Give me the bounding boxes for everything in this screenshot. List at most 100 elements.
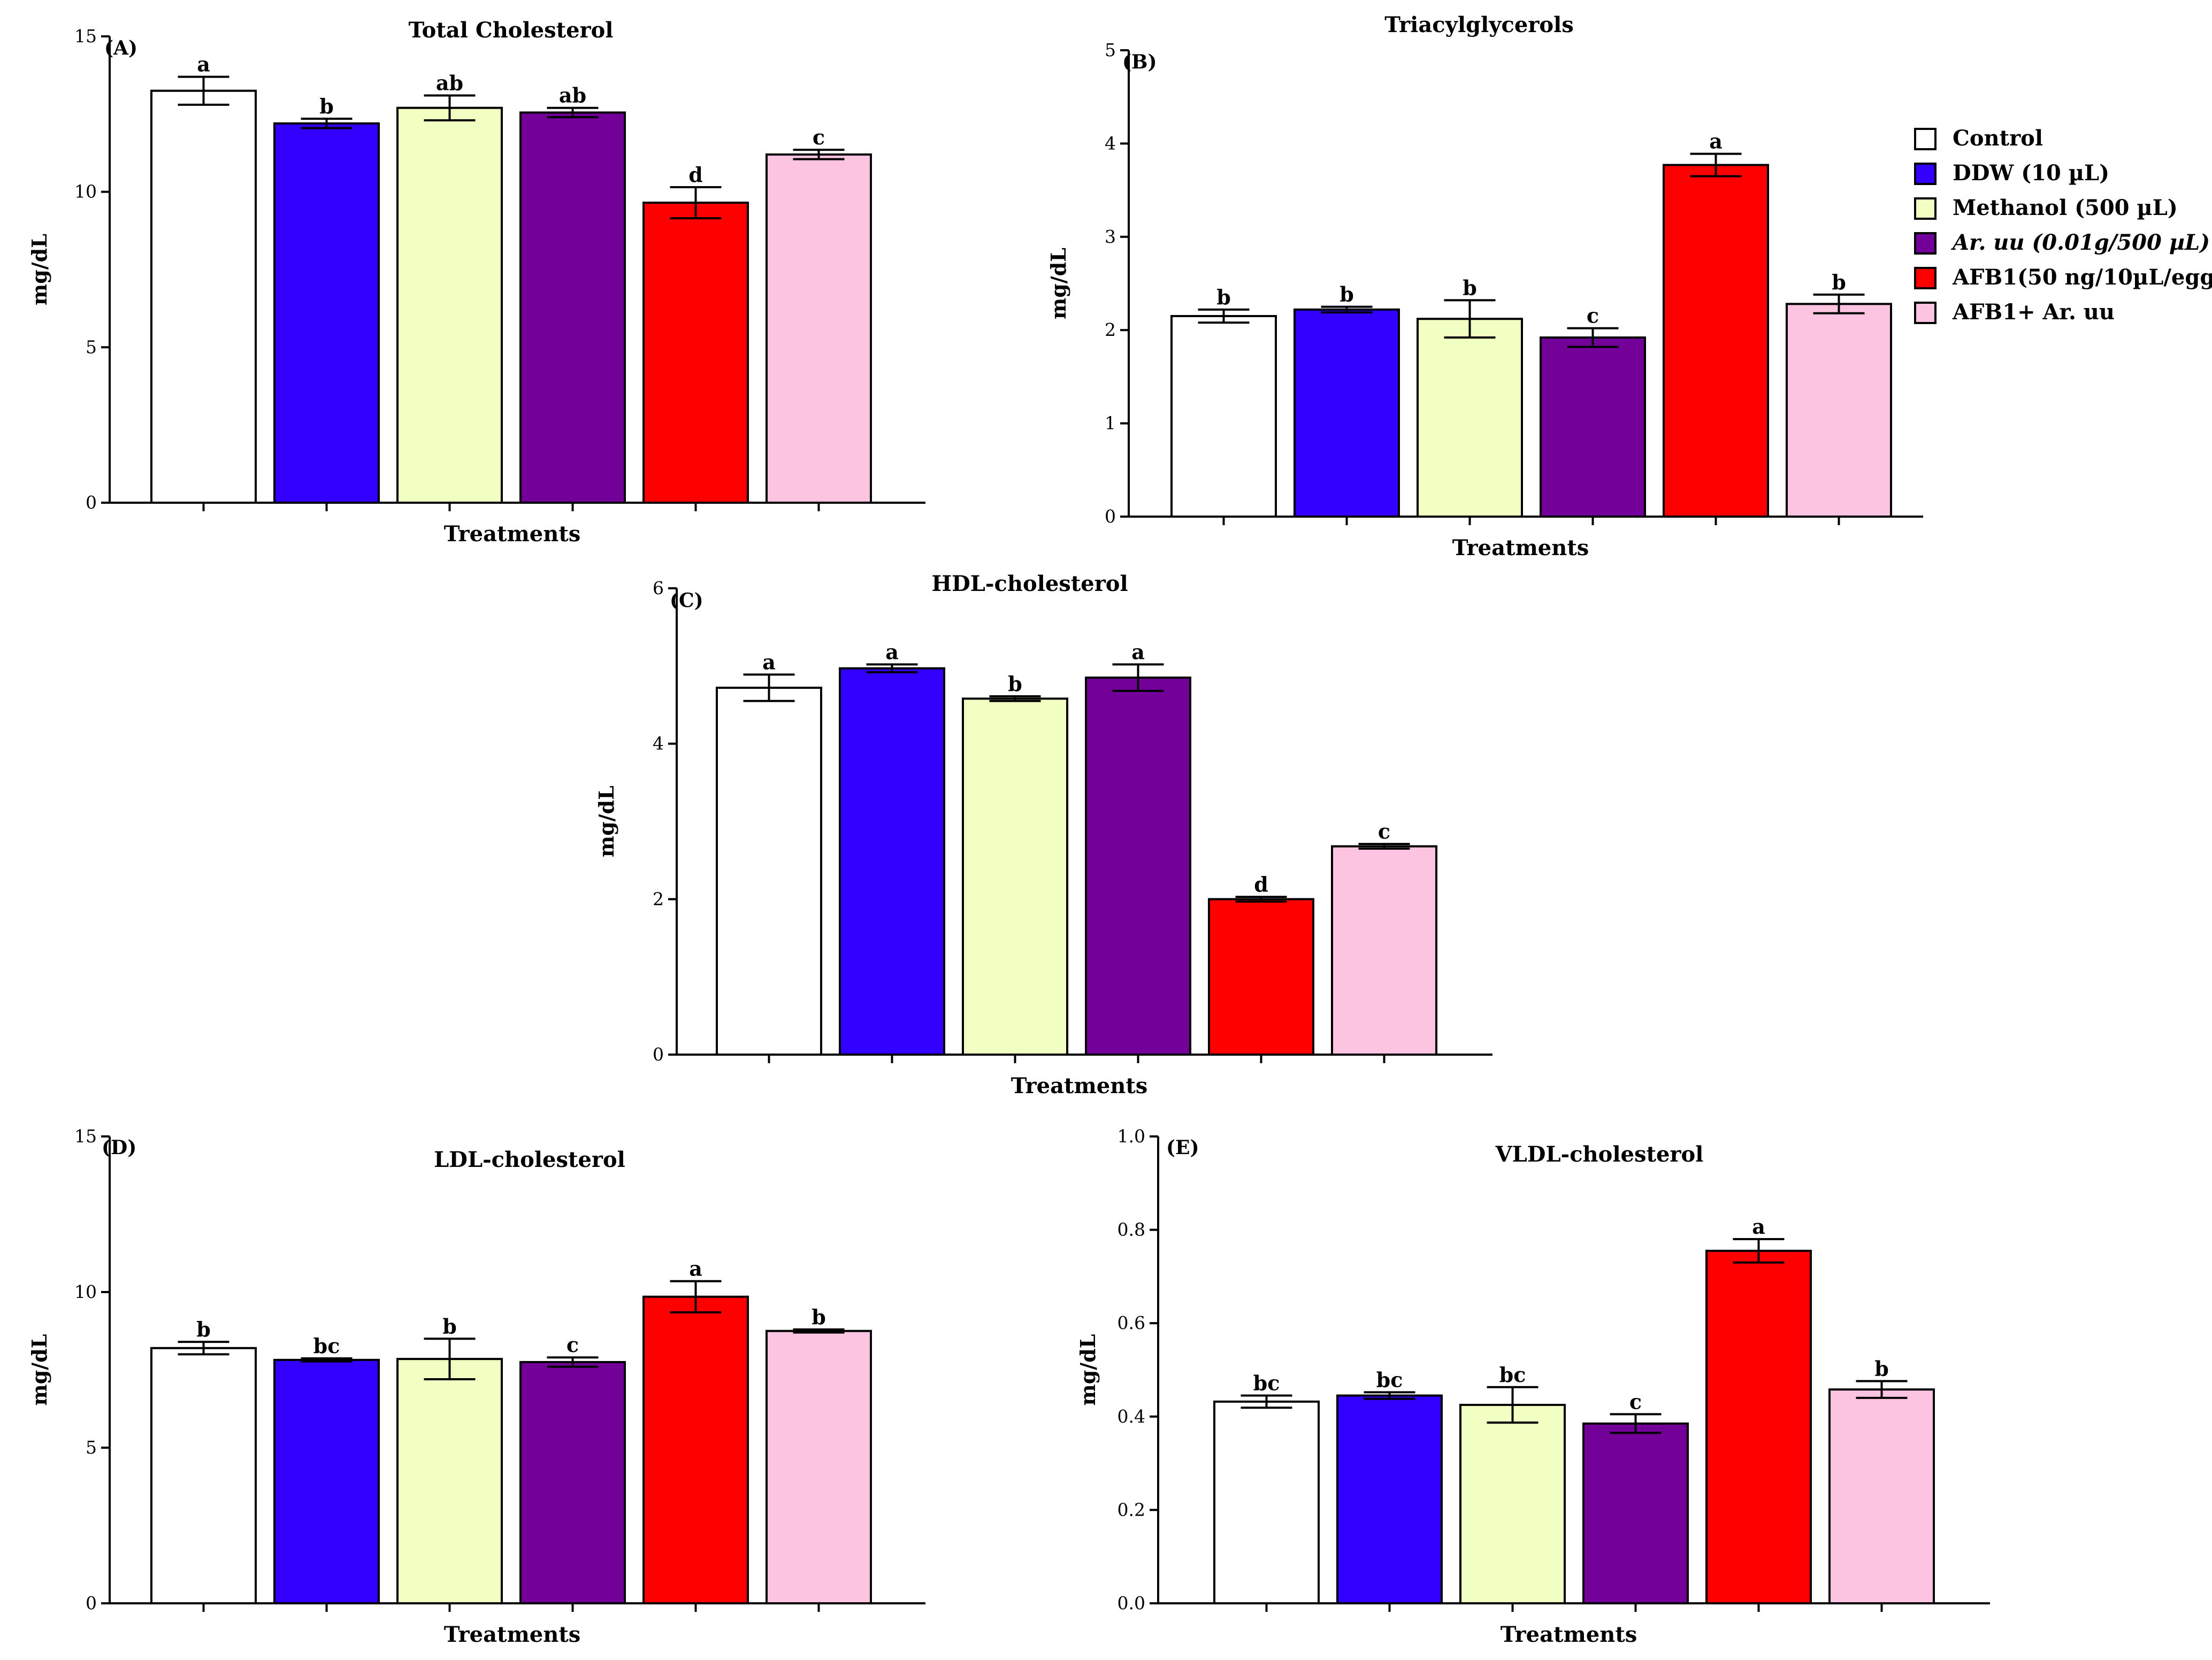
y-tick-label: 0 bbox=[653, 1044, 664, 1065]
significance-letter: d bbox=[688, 163, 703, 187]
bar bbox=[1085, 677, 1191, 1056]
significance-letter: a bbox=[197, 52, 210, 76]
y-tick-label: 0 bbox=[86, 1593, 97, 1613]
x-axis-label: Treatments bbox=[444, 1622, 581, 1647]
chart-panel-b: 0 1 2 3 4 5 b b b c a b Triacylglycerols (B) Treatment… bbox=[1046, 12, 1923, 560]
bar bbox=[642, 1295, 749, 1604]
significance-letter: b bbox=[1008, 672, 1022, 696]
y-tick-label: 4 bbox=[1105, 133, 1116, 153]
y-axis-label: mg/dL bbox=[27, 1334, 51, 1406]
legend-swatch bbox=[1914, 163, 1937, 185]
significance-letter: d bbox=[1254, 872, 1268, 896]
legend-label: AFB1+ Ar. uu bbox=[1952, 299, 2115, 325]
legend: Control DDW (10 µL) Methanol (500 µL) Ar. u… bbox=[1914, 126, 2212, 325]
significance-letter: c bbox=[1378, 819, 1390, 843]
x-axis-label: Treatments bbox=[1011, 1073, 1148, 1098]
bar bbox=[1540, 336, 1646, 518]
chart-panel-e: 0.0 0.2 0.4 0.6 0.8 1.0 bc bc bc c a b VLDL-choleste… bbox=[1076, 1126, 1990, 1647]
y-tick-label: 5 bbox=[86, 1437, 97, 1458]
panel-label: (C) bbox=[670, 589, 703, 612]
legend-label: Control bbox=[1953, 126, 2043, 151]
significance-letter: a bbox=[1131, 640, 1145, 664]
y-tick-label: 10 bbox=[74, 181, 97, 202]
bar bbox=[962, 697, 1068, 1056]
bar bbox=[1417, 318, 1523, 518]
chart-panel-c: 0 2 4 6 a a b a d c HDL-cholesterol (C) Treatments mg… bbox=[594, 571, 1492, 1098]
y-tick-label: 1 bbox=[1105, 413, 1116, 434]
bar bbox=[766, 1329, 872, 1604]
bar bbox=[839, 667, 945, 1056]
y-tick-label: 4 bbox=[653, 733, 664, 754]
y-tick-label: 0.2 bbox=[1118, 1499, 1145, 1520]
bar bbox=[1208, 898, 1314, 1056]
significance-letter: b bbox=[1340, 282, 1354, 306]
significance-letter: b bbox=[1216, 285, 1231, 309]
bar bbox=[766, 153, 872, 504]
y-tick-label: 0.6 bbox=[1118, 1312, 1145, 1333]
panel-label: (D) bbox=[102, 1136, 136, 1159]
y-tick-label: 5 bbox=[86, 336, 97, 357]
chart-title: Total Cholesterol bbox=[408, 18, 613, 43]
bar bbox=[150, 89, 257, 504]
significance-letter: b bbox=[319, 94, 334, 118]
y-tick-label: 0 bbox=[86, 492, 97, 513]
bar bbox=[1331, 845, 1437, 1056]
significance-letter: a bbox=[689, 1257, 702, 1281]
y-tick-label: 0.4 bbox=[1118, 1406, 1145, 1427]
legend-item: AFB1(50 ng/10µL/egg) bbox=[1914, 265, 2212, 290]
legend-label: Methanol (500 µL) bbox=[1953, 195, 2178, 220]
significance-letter: a bbox=[1752, 1215, 1765, 1239]
bar bbox=[1336, 1394, 1443, 1604]
significance-letter: c bbox=[1629, 1389, 1642, 1413]
y-tick-label: 1.0 bbox=[1118, 1126, 1145, 1147]
bar bbox=[519, 111, 626, 504]
y-axis-label: mg/dL bbox=[27, 234, 51, 305]
y-axis-label: mg/dL bbox=[1076, 1334, 1100, 1406]
bar bbox=[642, 202, 749, 504]
y-tick-label: 3 bbox=[1105, 226, 1116, 247]
significance-letter: b bbox=[442, 1314, 457, 1338]
bar bbox=[1786, 303, 1892, 518]
x-axis-label: Treatments bbox=[444, 521, 581, 547]
significance-letter: a bbox=[762, 650, 776, 674]
legend-swatch bbox=[1914, 128, 1937, 150]
significance-letter: b bbox=[1832, 270, 1846, 294]
legend-item: Methanol (500 µL) bbox=[1914, 195, 2178, 220]
significance-letter: b bbox=[1874, 1356, 1889, 1380]
y-tick-label: 0.0 bbox=[1118, 1593, 1145, 1613]
x-axis-label: Treatments bbox=[1452, 535, 1589, 560]
legend-label: DDW (10 µL) bbox=[1953, 160, 2109, 186]
significance-letter: bc bbox=[1499, 1363, 1526, 1387]
bar bbox=[150, 1347, 257, 1604]
significance-letter: b bbox=[1463, 275, 1477, 299]
y-axis-label: mg/dL bbox=[1046, 248, 1070, 319]
y-tick-label: 0 bbox=[1105, 506, 1116, 527]
y-tick-label: 0.8 bbox=[1118, 1219, 1145, 1240]
legend-item: DDW (10 µL) bbox=[1914, 160, 2109, 186]
bar bbox=[396, 1358, 503, 1604]
bar bbox=[1293, 308, 1400, 518]
legend-label: AFB1(50 ng/10µL/egg) bbox=[1952, 265, 2212, 290]
y-tick-label: 15 bbox=[74, 26, 97, 47]
panel-label: (B) bbox=[1122, 51, 1157, 73]
y-axis-label: mg/dL bbox=[594, 786, 618, 857]
y-tick-label: 2 bbox=[1105, 319, 1116, 340]
significance-letter: ab bbox=[559, 83, 586, 107]
x-axis-label: Treatments bbox=[1501, 1622, 1637, 1647]
bar bbox=[1459, 1403, 1566, 1605]
bar bbox=[716, 687, 822, 1056]
legend-swatch bbox=[1914, 302, 1937, 324]
chart-title: VLDL-cholesterol bbox=[1495, 1142, 1704, 1167]
significance-letter: c bbox=[813, 125, 825, 149]
significance-letter: ab bbox=[436, 71, 463, 95]
bar bbox=[1663, 164, 1769, 518]
chart-title: LDL-cholesterol bbox=[434, 1147, 625, 1172]
chart-title: HDL-cholesterol bbox=[931, 571, 1128, 596]
significance-letter: a bbox=[1709, 129, 1723, 153]
significance-letter: b bbox=[196, 1317, 211, 1341]
legend-item: Control bbox=[1914, 126, 2043, 151]
significance-letter: bc bbox=[1253, 1371, 1280, 1395]
panel-label: (A) bbox=[104, 37, 137, 59]
legend-item: AFB1+ Ar. uu bbox=[1914, 299, 2115, 325]
